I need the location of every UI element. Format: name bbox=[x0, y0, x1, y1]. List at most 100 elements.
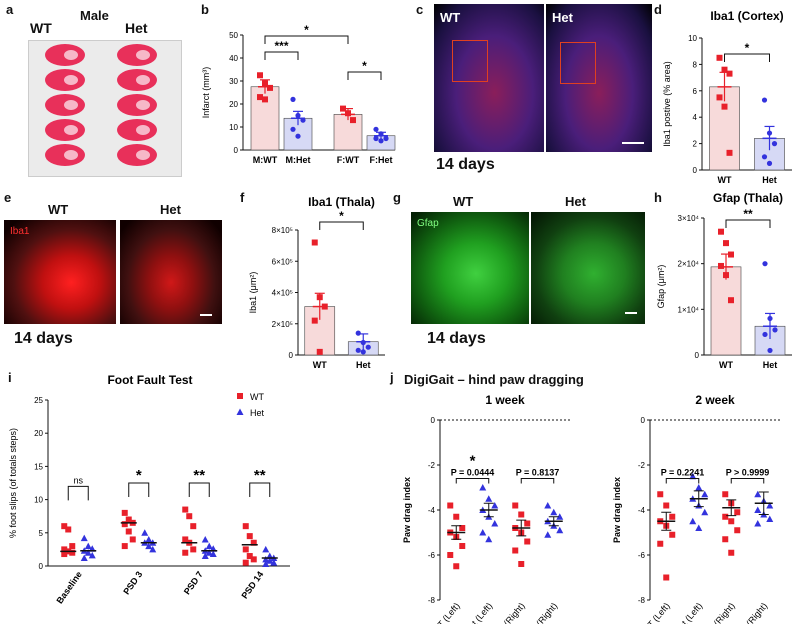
data-point bbox=[295, 112, 301, 119]
chart-title: Gfap (Thala) bbox=[713, 191, 783, 205]
data-point bbox=[257, 72, 263, 79]
data-point bbox=[311, 239, 318, 246]
panel-e-wt-label: WT bbox=[48, 202, 69, 217]
significance-bracket bbox=[188, 482, 210, 497]
y-tick-label: -4 bbox=[428, 506, 436, 515]
data-point bbox=[550, 508, 558, 516]
cortex-image-het: Het bbox=[546, 4, 652, 152]
x-tick-label: WT bbox=[719, 360, 733, 370]
data-point bbox=[524, 538, 531, 545]
data-point-wt bbox=[190, 523, 197, 530]
y-tick-label: 0 bbox=[39, 562, 44, 571]
panel-f-letter: f bbox=[240, 190, 245, 205]
data-point bbox=[355, 347, 361, 353]
data-point bbox=[360, 339, 366, 346]
y-axis-label: % foot slips (of totals steps) bbox=[8, 428, 18, 538]
data-point bbox=[761, 97, 768, 103]
data-point bbox=[767, 347, 773, 354]
data-point bbox=[669, 531, 676, 538]
roi-box-wt bbox=[452, 40, 488, 82]
data-point bbox=[701, 508, 709, 516]
significance-bracket bbox=[724, 53, 770, 62]
y-tick-label: 50 bbox=[229, 31, 238, 40]
y-tick-label: -4 bbox=[638, 506, 646, 515]
y-tick-label: 5 bbox=[39, 529, 44, 538]
data-point bbox=[722, 491, 729, 498]
data-point-het bbox=[88, 551, 96, 559]
y-tick-label: 2×10⁵ bbox=[272, 320, 293, 329]
panel-b: b 0 10 20 30 40 50 Infarct (mm³) M:WT M:Het F:WT F… bbox=[195, 0, 410, 185]
iba1-cortex-chart: Iba1 (Cortex) 0 2 4 6 8 10 Iba1 postive (% area… bbox=[662, 9, 792, 185]
data-point-wt bbox=[61, 523, 68, 530]
data-point-wt bbox=[182, 536, 189, 543]
significance-bracket bbox=[128, 482, 150, 497]
panel-g: g WT Het Gfap 14 days bbox=[393, 190, 651, 360]
data-point-het bbox=[205, 542, 213, 550]
data-point bbox=[721, 66, 728, 73]
y-axis-label: Gfap (μm²) bbox=[656, 265, 666, 309]
panel-g-wt-label: WT bbox=[453, 194, 474, 209]
data-point bbox=[257, 94, 263, 101]
data-point-het bbox=[209, 550, 217, 558]
y-axis-label: Infarct (mm³) bbox=[201, 67, 211, 119]
significance-bracket bbox=[264, 35, 349, 44]
significance-bracket bbox=[455, 478, 490, 484]
data-point bbox=[772, 327, 778, 333]
data-point bbox=[766, 515, 774, 522]
significance-label: ** bbox=[254, 467, 266, 484]
x-tick-label: Het bbox=[762, 175, 777, 185]
data-point-het bbox=[84, 542, 92, 550]
infarct-region bbox=[64, 150, 78, 160]
cortex-image-wt: WT bbox=[434, 4, 544, 152]
significance-label: * bbox=[304, 23, 309, 37]
significance-label: * bbox=[745, 41, 750, 55]
y-tick-label: 40 bbox=[229, 54, 238, 63]
panel-a: a Male WT Het bbox=[0, 0, 185, 180]
data-point bbox=[762, 331, 768, 338]
data-point bbox=[754, 506, 762, 513]
significance-star: * bbox=[470, 453, 476, 470]
significance-label: * bbox=[136, 467, 142, 484]
significance-label: * bbox=[339, 209, 344, 223]
data-point bbox=[290, 126, 296, 132]
data-point bbox=[290, 96, 296, 102]
gfap-marker-label: Gfap bbox=[417, 218, 439, 229]
significance-bracket bbox=[264, 51, 299, 60]
subplot-title: 1 week bbox=[485, 393, 525, 407]
data-point bbox=[459, 525, 466, 531]
y-axis-label: Paw drag index bbox=[402, 477, 412, 543]
y-tick-label: 10 bbox=[688, 34, 697, 43]
data-point bbox=[373, 135, 379, 142]
x-tick-label: Het (Left) bbox=[463, 601, 495, 624]
data-point bbox=[316, 348, 323, 355]
y-tick-label: 6 bbox=[693, 87, 698, 96]
panel-e-caption: 14 days bbox=[14, 330, 73, 347]
p-value-left: P = 0.2241 bbox=[661, 468, 705, 478]
data-point bbox=[524, 520, 531, 527]
x-tick-label: PSD 14 bbox=[239, 569, 265, 600]
data-point bbox=[321, 303, 328, 310]
data-point-het bbox=[262, 560, 270, 568]
data-point bbox=[267, 84, 273, 91]
infarct-chart: 0 10 20 30 40 50 Infarct (mm³) M:WT M:Het F:WT F:H… bbox=[201, 23, 396, 165]
x-tick-label: WT (Right) bbox=[491, 601, 527, 624]
y-tick-label: 4 bbox=[693, 113, 698, 122]
data-point bbox=[378, 138, 384, 144]
p-value-left: P = 0.0444 bbox=[451, 468, 495, 478]
data-point-wt bbox=[242, 559, 249, 566]
infarct-region bbox=[64, 125, 78, 135]
significance-bracket bbox=[730, 478, 765, 484]
y-axis-label: Iba1 (μm²) bbox=[248, 272, 258, 314]
significance-bracket bbox=[725, 219, 771, 228]
data-point-wt bbox=[125, 516, 132, 523]
data-point-wt bbox=[61, 546, 68, 553]
x-tick-label: M:WT bbox=[253, 155, 278, 165]
data-point bbox=[556, 526, 564, 534]
data-point bbox=[485, 535, 493, 543]
iba1-thalamus-image-het bbox=[120, 220, 222, 324]
data-point bbox=[300, 117, 306, 123]
legend-wt-label: WT bbox=[250, 392, 264, 402]
data-point bbox=[716, 94, 723, 101]
infarct-region bbox=[64, 75, 78, 85]
